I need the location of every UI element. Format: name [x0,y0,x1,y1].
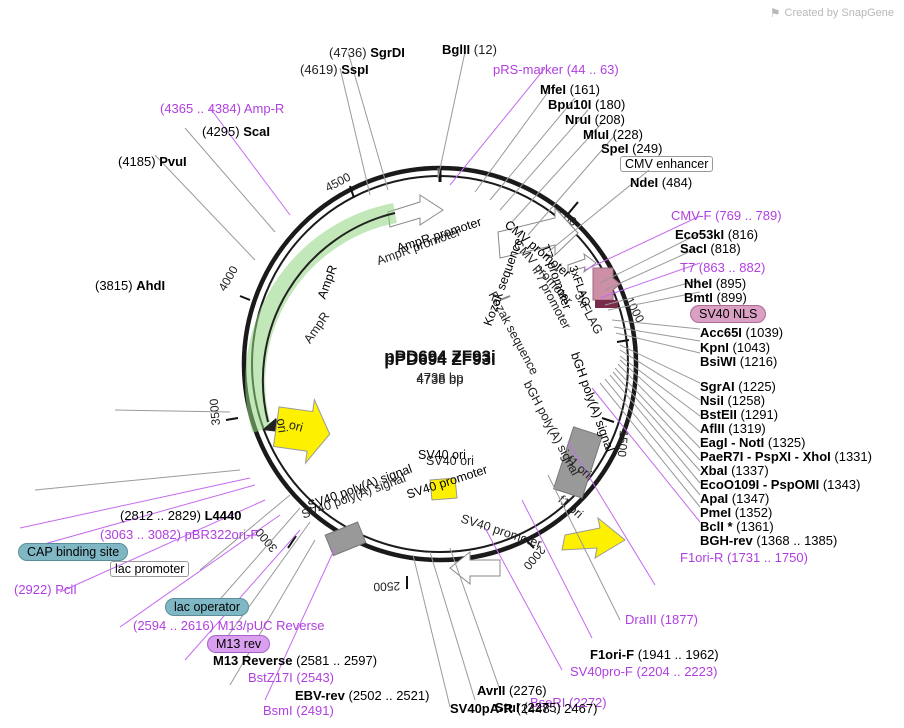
site-bsteii[interactable]: AflII (1319) [700,421,766,436]
site-nrui[interactable]: NruI (208) [565,112,625,127]
site-draiii[interactable]: F1ori-F (1941 .. 1962) [590,647,719,662]
site-mlui[interactable]: MluI (228) [583,127,643,142]
center-title-block: pPD694 ZF93i 4738 bp [340,350,540,387]
site-sgrdi[interactable]: (4736) SgrDI [329,45,405,60]
site-paer7i[interactable]: XbaI (1337) [700,463,769,478]
plasmid-title-text: pPD694 ZF93i [340,350,540,370]
site-mfei[interactable]: MfeI (161) [540,82,600,97]
site-bglii[interactable]: BglII (12) [442,42,497,57]
site-prs-marker[interactable]: pRS-marker (44 .. 63) [493,62,619,77]
site-spei[interactable]: SpeI (249) [601,141,662,156]
label-ori-text: ori [274,417,291,433]
badge-sv40-nls[interactable]: BamHISV40 NLS [690,305,766,323]
site-pvui[interactable]: (4185) PvuI [118,154,187,169]
site-f1ori-r[interactable]: DraIII (1877) [625,612,698,627]
site-avrii[interactable]: SV40pA-R (2448 .. 2467) [450,701,597,716]
site-bcli[interactable]: BGH-rev (1368 .. 1385) [700,533,837,548]
site-ecoo109i[interactable]: ApaI (1347) [700,491,769,506]
site-stui[interactable]: AvrII (2276) [477,683,547,698]
site-bamhi[interactable]: Acc65I (1039) [700,325,783,340]
site-scai[interactable]: (4295) ScaI [202,124,270,139]
site-kpni[interactable]: BsiWI (1216) [700,354,777,369]
site-acc65i[interactable]: KpnI (1043) [700,340,770,355]
site-bsmi[interactable]: EBV-rev (2502 .. 2521) [295,688,429,703]
site-m13-reverse[interactable]: (2594 .. 2616) M13/pUC Reverse [133,618,325,633]
site-pmei[interactable]: BclI * (1361) [700,519,774,534]
site-bgh-rev[interactable]: F1ori-R (1731 .. 1750) [680,550,808,565]
site-ahdi[interactable]: (3815) AhdI [95,278,165,293]
site-cmv-enhancer[interactable]: CMV enhancer [620,156,713,172]
site-sv40pa-r[interactable]: BsmI (2491) [263,703,334,718]
site-bstz17i[interactable]: M13 Reverse (2581 .. 2597) [213,653,377,668]
badge-cap-binding-site[interactable]: CAP binding site [18,543,128,561]
site-pcii[interactable]: (2812 .. 2829) L4440 [120,508,241,523]
site-l4440[interactable]: (3063 .. 3082) pBR322ori-F [100,527,258,542]
site-nhei[interactable]: NheI (895) [684,276,746,291]
plasmid-length-text: 4738 bp [340,372,540,387]
label-sv40-ori-text: SV40 ori [418,448,466,462]
site-bmti[interactable]: BmtI (899) [684,290,747,305]
site-sgrai[interactable]: NsiI (1258) [700,393,765,408]
site-m13-uc-reverse[interactable]: (2922) PciI [14,582,77,597]
site-amp-r[interactable]: (4365 .. 4384) Amp-R [160,101,284,116]
site-eco53ki[interactable]: Eco53kI (816) [675,227,758,242]
site-t7[interactable]: T7 (863 .. 882) [680,260,765,275]
site-ndei[interactable]: NdeI (484) [630,175,692,190]
site-xbai[interactable]: EcoO109I - PspOMI (1343) [700,477,860,492]
site-bpu10i[interactable]: Bpu10I (180) [548,97,625,112]
site-aflii[interactable]: EagI - NotI (1325) [700,435,805,450]
plasmid-map-root: ⚑ Created by SnapGene 500 1000 15 [0,0,904,728]
site-apai[interactable]: PmeI (1352) [700,505,772,520]
badge-lac-promoter[interactable]: lac promoter [110,561,189,577]
site-bsiwi[interactable]: SgrAI (1225) [700,379,776,394]
site-eagi-noti[interactable]: PaeR7I - PspXI - XhoI (1331) [700,449,872,464]
site-nsii[interactable]: BstEII (1291) [700,407,778,422]
site-saci[interactable]: SacI (818) [680,241,741,256]
site-cmv-f[interactable]: CMV-F (769 .. 789) [671,208,782,223]
site-sspi[interactable]: (4619) SspI [300,62,369,77]
badge-lac-operator[interactable]: lac operator [165,598,249,616]
site-f1ori-f[interactable]: SV40pro-F (2204 .. 2223) [570,664,717,679]
site-ebv-rev[interactable]: BstZ17I (2543) [248,670,334,685]
badge-m13-rev[interactable]: M13 rev [207,635,270,653]
